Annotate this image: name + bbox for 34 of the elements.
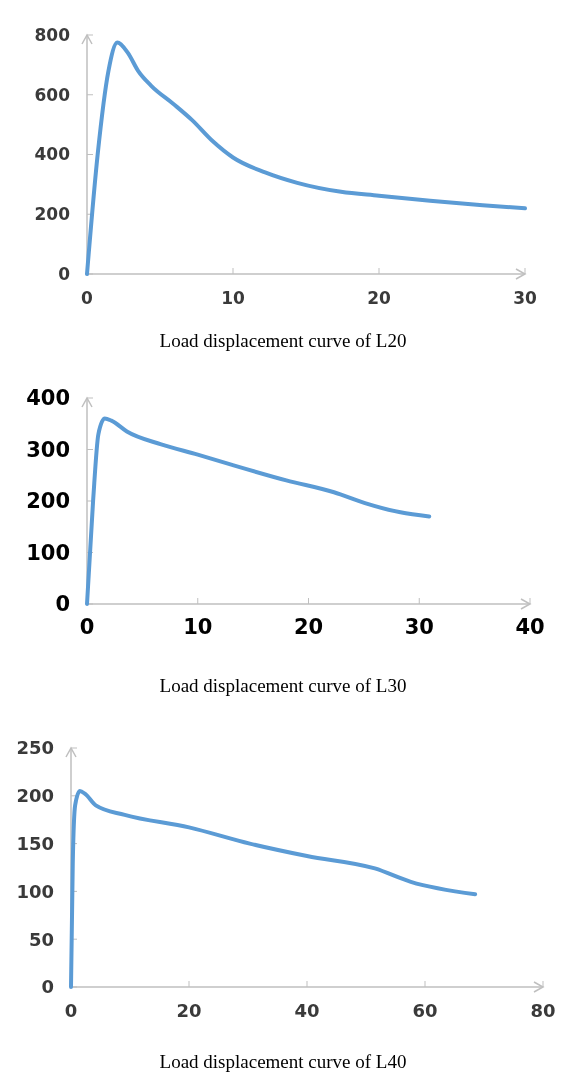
y-tick-label: 200	[34, 204, 71, 225]
x-tick-label: 80	[530, 1000, 556, 1021]
x-tick-label: 20	[367, 288, 391, 308]
y-tick-label: 100	[26, 540, 70, 565]
y-tick-label: 250	[16, 737, 54, 759]
x-tick-label: 40	[294, 1000, 320, 1021]
y-tick-label: 800	[34, 24, 71, 45]
y-tick-label: 0	[58, 263, 71, 284]
y-tick-label: 150	[16, 832, 54, 854]
x-tick-label: 10	[183, 615, 213, 639]
line-series	[69, 789, 478, 989]
x-tick-label: 20	[176, 1000, 202, 1021]
line-series	[85, 416, 432, 606]
y-tick-label: 400	[34, 144, 71, 165]
text: Load displacement curve of L20	[159, 330, 407, 351]
x-tick-label: 30	[404, 615, 434, 639]
y-tick-label: 200	[26, 489, 70, 514]
x-tick-label: 30	[513, 288, 537, 308]
y-tick-label: 0	[55, 592, 70, 617]
y-tick-label: 300	[26, 437, 70, 462]
y-tick-label: 600	[34, 84, 71, 105]
y-tick-label: 50	[28, 928, 54, 950]
text: Load displacement curve of L40	[159, 1051, 407, 1072]
y-tick-label: 0	[41, 976, 54, 998]
x-tick-label: 40	[515, 615, 545, 639]
x-tick-label: 0	[81, 288, 94, 308]
y-tick-label: 400	[26, 386, 70, 411]
x-tick-label: 0	[79, 615, 95, 639]
y-tick-label: 200	[16, 785, 54, 807]
x-tick-label: 20	[293, 615, 324, 639]
y-tick-label: 100	[16, 880, 54, 902]
x-tick-label: 10	[221, 288, 245, 308]
x-tick-label: 60	[412, 1000, 438, 1021]
text: Load displacement curve of L30	[159, 675, 407, 696]
